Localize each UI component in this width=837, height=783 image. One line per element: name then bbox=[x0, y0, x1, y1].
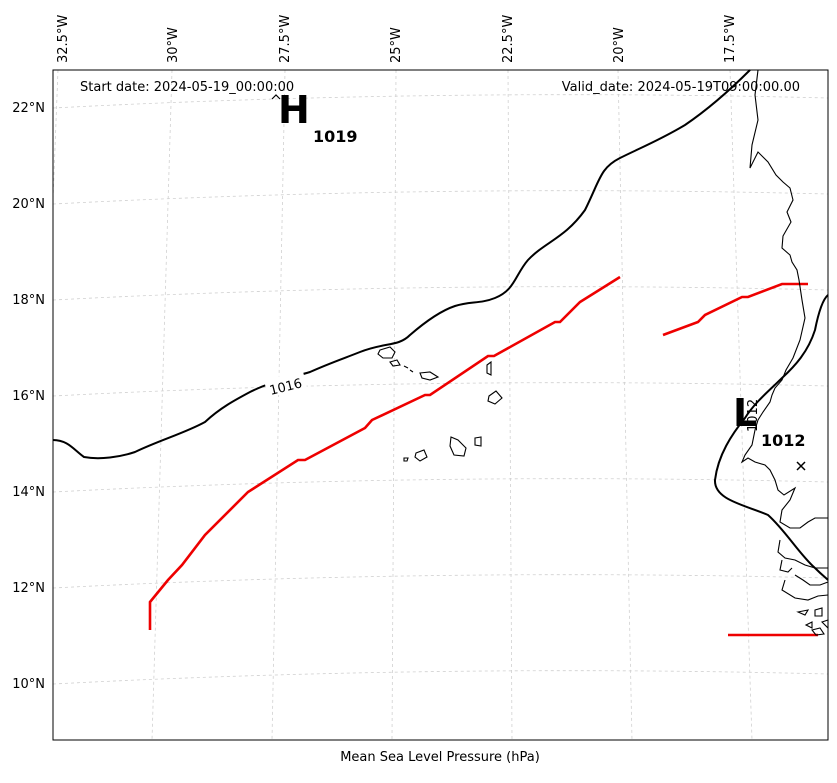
high-pressure-letter: H bbox=[278, 88, 310, 132]
isobar-1016 bbox=[52, 69, 751, 460]
valid-date-label: Valid_date: 2024-05-19T09:00:00.00 bbox=[562, 80, 800, 95]
lon-tick-label: 22.5°W bbox=[501, 15, 516, 63]
coastline bbox=[377, 69, 829, 636]
lon-tick-label: 32.5°W bbox=[56, 15, 71, 63]
isobar-1016-label-bg bbox=[263, 370, 308, 398]
high-pressure-value: 1019 bbox=[313, 127, 358, 146]
plot-frame bbox=[52, 69, 829, 741]
isobar-label-1012: 1012 bbox=[746, 399, 761, 432]
lat-tick-label: 20°N bbox=[12, 197, 45, 212]
isobar-1012 bbox=[713, 294, 829, 581]
lat-tick-label: 10°N bbox=[12, 677, 45, 692]
graticule bbox=[52, 69, 829, 741]
lat-tick-label: 12°N bbox=[12, 581, 45, 596]
lon-tick-label: 20°W bbox=[612, 27, 627, 63]
lat-tick-label: 14°N bbox=[12, 485, 45, 500]
low-center-marker bbox=[796, 461, 806, 471]
lon-tick-label: 27.5°W bbox=[278, 15, 293, 63]
front-lines bbox=[148, 275, 818, 637]
lat-tick-label: 22°N bbox=[12, 101, 45, 116]
lat-tick-label: 16°N bbox=[12, 389, 45, 404]
low-pressure-value: 1012 bbox=[761, 431, 806, 450]
high-center-marker bbox=[271, 94, 281, 100]
low-pressure-letter: L bbox=[733, 391, 757, 435]
lon-tick-label: 17.5°W bbox=[723, 15, 738, 63]
map-caption: Mean Sea Level Pressure (hPa) bbox=[340, 750, 540, 765]
start-date-label: Start date: 2024-05-19_00:00:00 bbox=[80, 80, 294, 95]
lon-tick-label: 25°W bbox=[389, 27, 404, 63]
lat-tick-label: 18°N bbox=[12, 293, 45, 308]
lon-tick-label: 30°W bbox=[166, 27, 181, 63]
